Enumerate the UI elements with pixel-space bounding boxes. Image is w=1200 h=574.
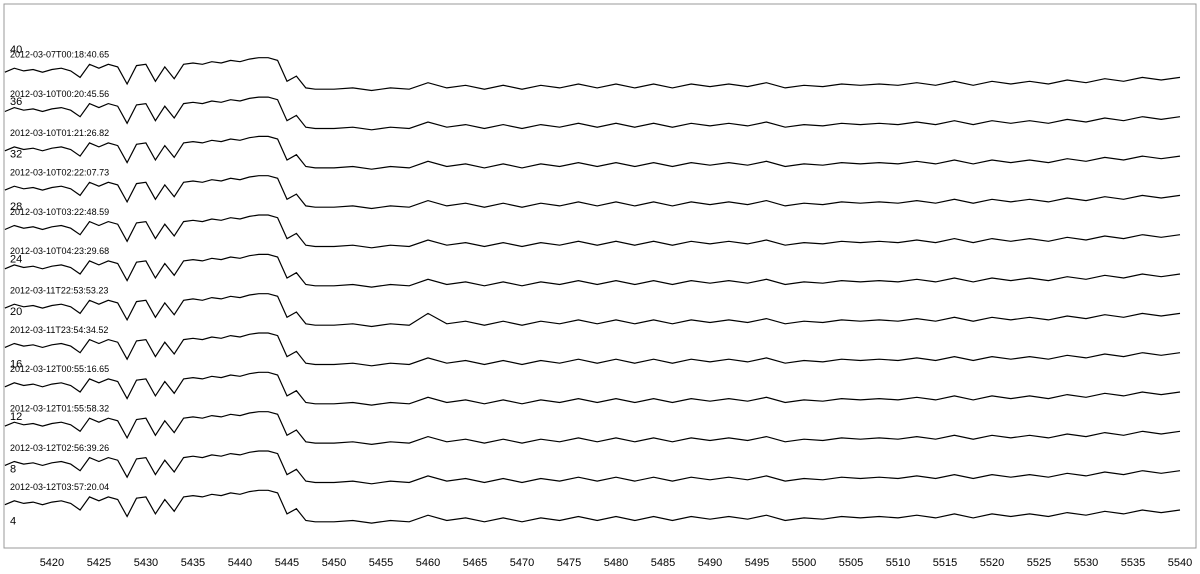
y-tick-label: 12 (10, 411, 22, 423)
trace-line (4, 253, 1181, 288)
trace-label: 2012-03-10T00:20:45.56 (10, 89, 109, 99)
y-tick-label: 8 (10, 463, 16, 475)
y-tick-label: 28 (10, 201, 22, 213)
trace-label: 2012-03-11T23:54:34.52 (10, 325, 108, 335)
trace-line (4, 57, 1181, 92)
x-tick-label: 5445 (275, 557, 299, 569)
x-tick-label: 5485 (651, 557, 675, 569)
y-tick-label: 4 (10, 516, 16, 528)
x-tick-label: 5525 (1027, 557, 1051, 569)
x-tick-label: 5440 (228, 557, 252, 569)
x-tick-label: 5535 (1121, 557, 1145, 569)
trace-label: 2012-03-10T03:22:48.59 (10, 207, 109, 217)
x-tick-label: 5475 (557, 557, 581, 569)
x-tick-label: 5530 (1074, 557, 1098, 569)
x-tick-label: 5430 (134, 557, 158, 569)
x-tick-label: 5495 (745, 557, 769, 569)
trace-label: 2012-03-10T01:21:26.82 (10, 128, 109, 138)
y-tick-label: 36 (10, 96, 22, 108)
x-tick-label: 5455 (369, 557, 393, 569)
trace-line (4, 371, 1181, 406)
y-tick-label: 20 (10, 306, 22, 318)
y-tick-label: 40 (10, 44, 22, 56)
x-tick-label: 5520 (980, 557, 1004, 569)
x-tick-label: 5425 (87, 557, 111, 569)
trace-label: 2012-03-10T04:23:29.68 (10, 246, 109, 256)
trace-line (4, 293, 1181, 328)
x-tick-label: 5465 (463, 557, 487, 569)
trace-line (4, 135, 1181, 170)
x-tick-label: 5490 (698, 557, 722, 569)
x-tick-label: 5435 (181, 557, 205, 569)
y-tick-label: 32 (10, 149, 22, 161)
x-tick-label: 5510 (886, 557, 910, 569)
trace-line (4, 214, 1181, 249)
trace-line (4, 489, 1181, 524)
trace-label: 2012-03-12T02:56:39.26 (10, 443, 109, 453)
trace-label: 2012-03-12T00:55:16.65 (10, 364, 109, 374)
trace-line (4, 450, 1181, 485)
trace-line (4, 332, 1181, 367)
x-tick-label: 5480 (604, 557, 628, 569)
x-tick-label: 5500 (792, 557, 816, 569)
y-tick-label: 16 (10, 358, 22, 370)
x-tick-label: 5505 (839, 557, 863, 569)
x-tick-label: 5450 (322, 557, 346, 569)
trace-line (4, 96, 1181, 131)
y-tick-label: 24 (10, 254, 22, 266)
trace-label: 2012-03-07T00:18:40.65 (10, 50, 109, 60)
plot-frame (3, 3, 1197, 549)
x-tick-label: 5420 (40, 557, 64, 569)
x-tick-label: 5540 (1168, 557, 1192, 569)
trace-line (4, 411, 1181, 446)
trace-label: 2012-03-11T22:53:53.23 (10, 285, 108, 295)
x-tick-label: 5515 (933, 557, 957, 569)
x-tick-label: 5460 (416, 557, 440, 569)
trace-label: 2012-03-12T03:57:20.04 (10, 482, 109, 492)
trace-line (4, 175, 1181, 210)
trace-label: 2012-03-10T02:22:07.73 (10, 168, 109, 178)
trace-label: 2012-03-12T01:55:58.32 (10, 403, 109, 413)
x-tick-label: 5470 (510, 557, 534, 569)
